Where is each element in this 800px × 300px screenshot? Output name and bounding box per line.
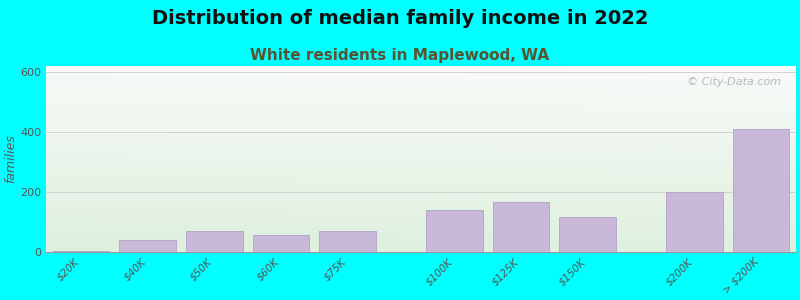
Bar [53, 251, 110, 252]
Bar [426, 210, 482, 252]
Y-axis label: families: families [4, 135, 17, 183]
Bar [186, 231, 242, 252]
Bar [119, 240, 176, 252]
Text: © City-Data.com: © City-Data.com [686, 77, 781, 87]
Bar [253, 235, 310, 252]
Text: White residents in Maplewood, WA: White residents in Maplewood, WA [250, 48, 550, 63]
Bar [493, 202, 549, 252]
Bar [666, 192, 722, 252]
Bar [559, 217, 616, 252]
Text: Distribution of median family income in 2022: Distribution of median family income in … [152, 9, 648, 28]
Bar [319, 231, 376, 252]
Bar [733, 129, 789, 252]
